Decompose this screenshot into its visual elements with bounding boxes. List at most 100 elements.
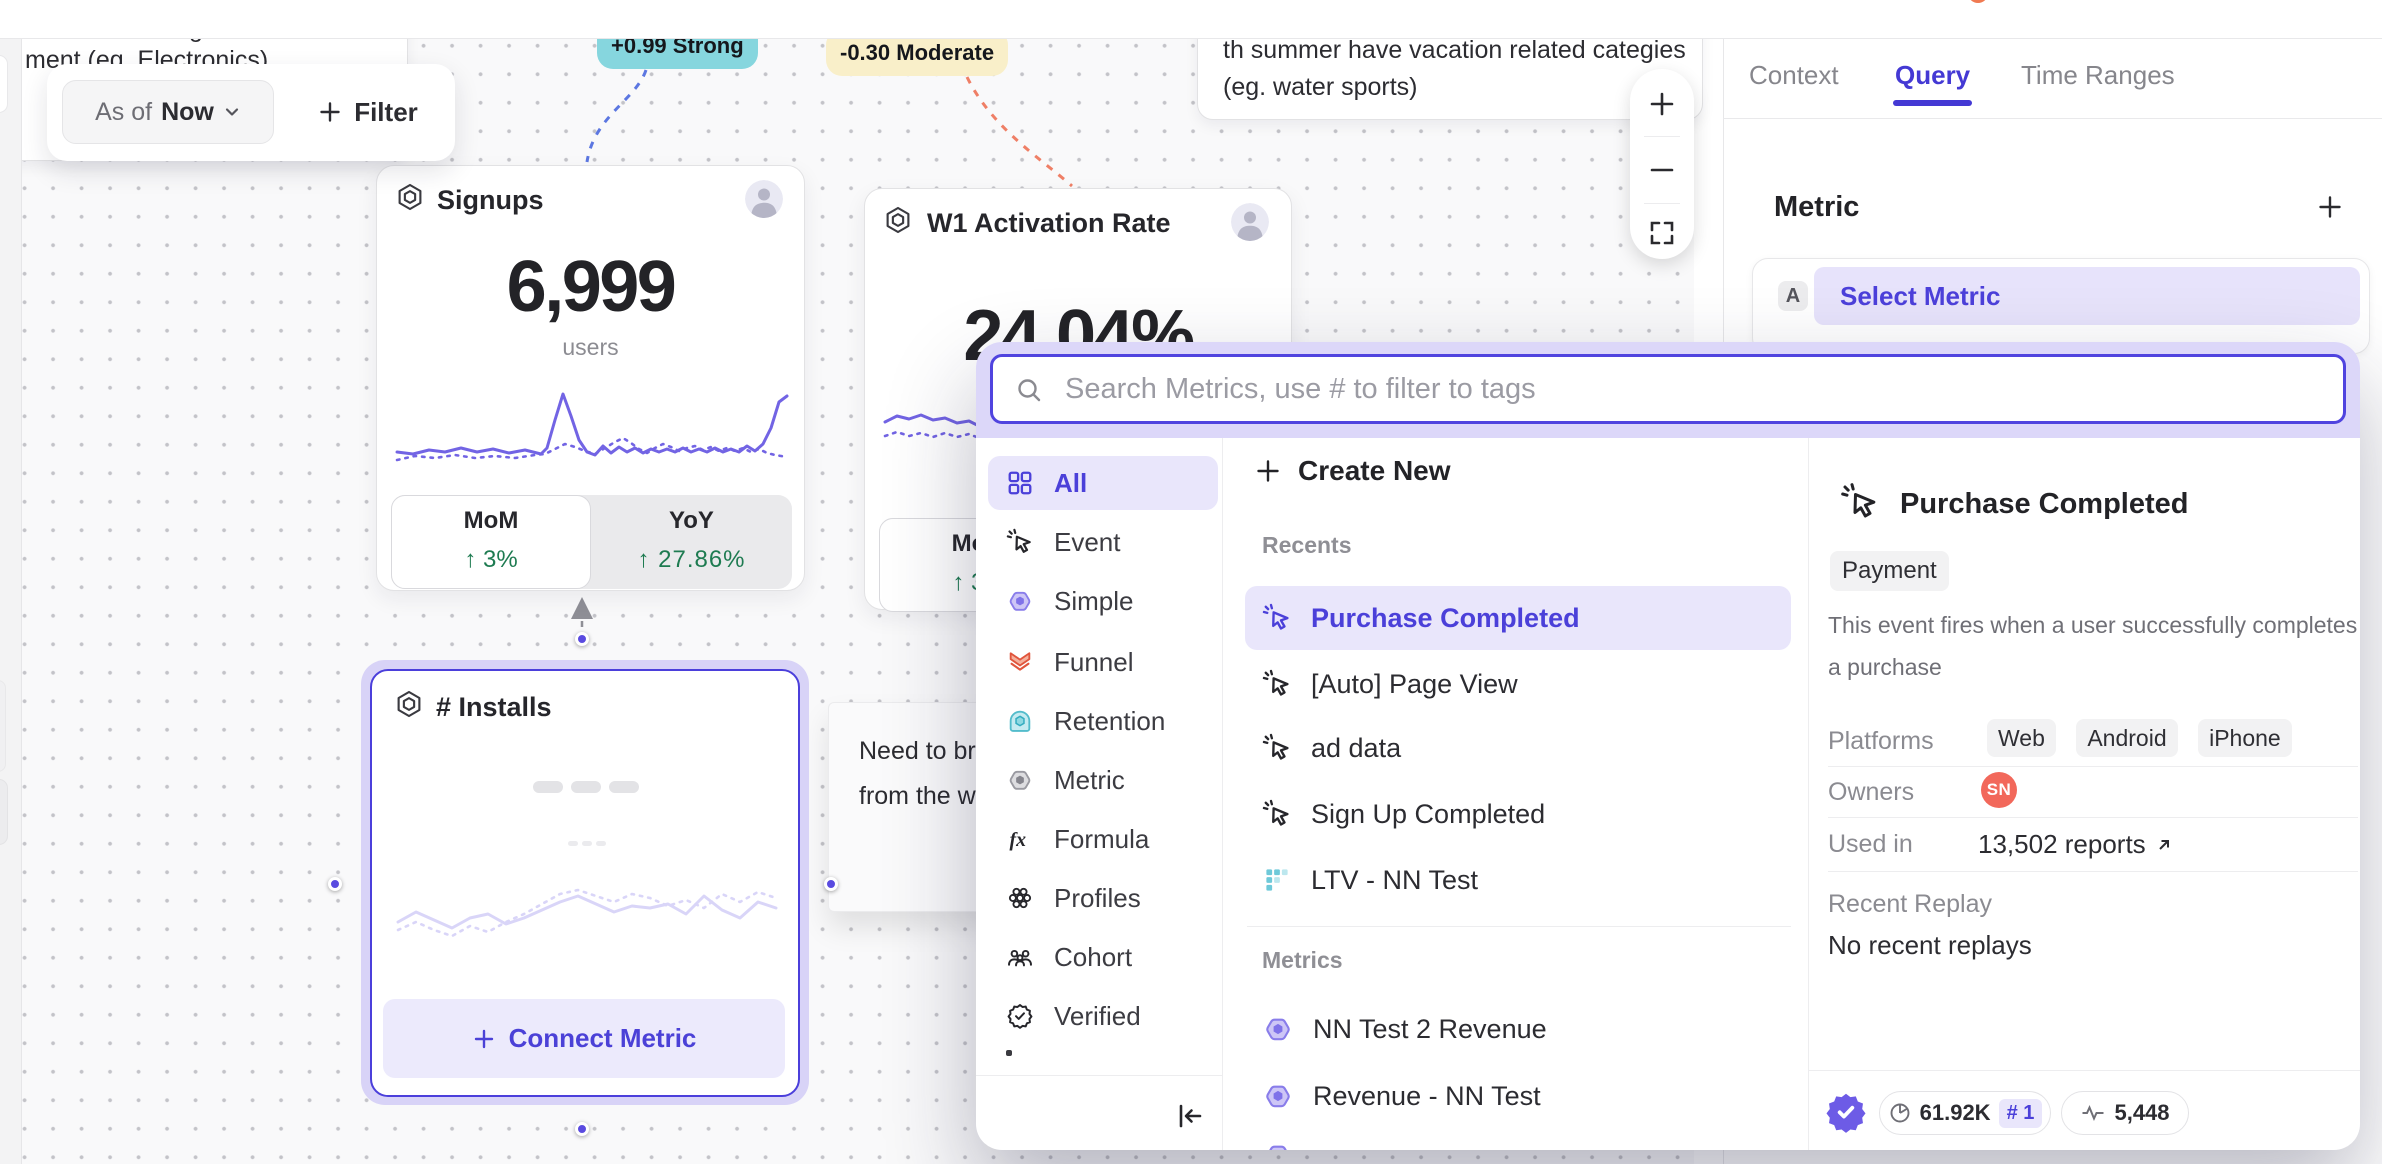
divider [976, 1075, 1222, 1076]
metric-item-revenue-nn-test[interactable]: Revenue - NN Test [1245, 1064, 1791, 1128]
divider [1808, 1070, 2360, 1071]
arrow-up-right-icon [2154, 835, 2174, 855]
recent-item-auto-page-view[interactable]: [Auto] Page View [1245, 652, 1791, 716]
as-of-dropdown[interactable]: As of Now [62, 80, 274, 144]
metric-hex-icon [1262, 1080, 1294, 1112]
divider [1828, 817, 2358, 818]
recent-item-sign-up-completed[interactable]: Sign Up Completed [1245, 782, 1791, 846]
list-item-label: Purchase Completed [1311, 602, 1580, 633]
yoy-delta: ↑ 27.86% [637, 546, 746, 573]
list-item-label: NN Test 2 Revenue [1313, 1013, 1547, 1044]
owner-avatar-sn[interactable]: SN [1981, 772, 2017, 808]
owner-avatar-icon[interactable] [745, 180, 783, 218]
verified-seal-icon [1825, 1091, 1867, 1133]
list-item-label: ad data [1311, 732, 1402, 763]
metric-card-installs[interactable]: # Installs Connect Metric [370, 669, 800, 1097]
category-retention[interactable]: Retention [988, 694, 1218, 748]
tab-context[interactable]: Context [1749, 60, 1839, 90]
select-metric-button[interactable]: Select Metric [1814, 267, 2360, 325]
category-label: Cohort [1054, 941, 1133, 972]
left-dock-tab[interactable] [0, 680, 6, 772]
collapse-sidebar-icon[interactable] [1174, 1100, 1206, 1132]
platform-tags: Web Android iPhone [1987, 719, 2308, 757]
mom-label: MoM [463, 507, 519, 534]
sparkline-placeholder [396, 888, 778, 938]
top-bar [0, 0, 2382, 39]
zoom-in-button[interactable] [1646, 88, 1678, 120]
filter-label: Filter [354, 96, 418, 127]
metric-hexagon-icon [883, 205, 913, 235]
divider [1644, 136, 1680, 137]
metric-card-signups[interactable]: Signups 6,999 users MoM ↑ 3% YoY ↑ 27.86… [376, 165, 805, 591]
list-item-label: Sign Up Completed [1311, 798, 1546, 829]
event-count-pill[interactable]: 5,448 [2061, 1091, 2189, 1135]
connection-handle-bottom[interactable] [575, 1122, 589, 1136]
metric-card-installs-selection-ring: # Installs Connect Metric [361, 660, 809, 1105]
connect-metric-button[interactable]: Connect Metric [383, 999, 785, 1078]
cohort-icon [1006, 943, 1034, 971]
note-summer-line2: (eg. water sports) [1223, 73, 1418, 101]
as-of-label: As of [95, 97, 153, 126]
category-label: Profiles [1054, 882, 1141, 913]
zoom-out-button[interactable] [1646, 154, 1678, 186]
connection-handle-right[interactable] [824, 877, 838, 891]
query-count-value: 61.92K [1919, 1100, 1991, 1125]
recent-item-ad-data[interactable]: ad data [1245, 716, 1791, 780]
tab-time-ranges[interactable]: Time Ranges [2021, 60, 2175, 90]
metric-letter-chip: A [1778, 281, 1808, 311]
category-all[interactable]: All [988, 456, 1218, 510]
formula-icon: fx [1006, 825, 1034, 853]
category-verified[interactable]: Verified [988, 989, 1218, 1043]
category-event[interactable]: Event [988, 515, 1218, 569]
details-title: Purchase Completed [1900, 488, 2189, 520]
create-new-button[interactable]: Create New [1254, 455, 1451, 487]
fullscreen-button[interactable] [1649, 220, 1675, 246]
metric-icon [1006, 766, 1034, 794]
owner-avatar-icon[interactable] [1231, 203, 1269, 241]
metric-hexagon-icon [394, 689, 424, 719]
divider [1644, 203, 1680, 204]
details-description: This event fires when a user successfull… [1828, 612, 2358, 680]
metric-item-nn-test-2-revenue[interactable]: NN Test 2 Revenue [1245, 997, 1791, 1061]
recent-item-ltv-nn-test[interactable]: LTV - NN Test [1245, 848, 1791, 912]
category-simple[interactable]: Simple [988, 574, 1218, 628]
category-profiles[interactable]: Profiles [988, 871, 1218, 925]
yoy-label[interactable]: YoY [669, 507, 714, 534]
category-metric[interactable]: Metric [988, 753, 1218, 807]
query-count-pill[interactable]: 61.92K # 1 [1879, 1091, 2051, 1135]
sparkline [395, 392, 789, 462]
add-filter-button[interactable]: Filter [293, 80, 443, 144]
retention-icon [1006, 707, 1034, 735]
as-of-value: Now [161, 97, 214, 126]
divider [1247, 926, 1791, 927]
left-dock-tab[interactable] [0, 779, 8, 845]
tab-query[interactable]: Query [1895, 60, 1971, 90]
skeleton-dash [609, 781, 639, 793]
category-formula[interactable]: fx Formula [988, 812, 1218, 866]
left-dock-tab[interactable] [0, 55, 8, 113]
toggle-mom[interactable] [391, 495, 591, 589]
mom-delta: ↑ 3% [464, 546, 518, 573]
metric-hexagon-icon [395, 182, 425, 212]
zoom-controls [1630, 69, 1694, 259]
owners-label: Owners [1828, 778, 1915, 806]
category-cohort[interactable]: Cohort [988, 930, 1218, 984]
metric-search-popup: All Event Simple Funnel Retention [976, 342, 2360, 1150]
user-avatar-badge[interactable] [1968, 0, 1988, 3]
plus-icon [1254, 457, 1282, 485]
search-metrics-input[interactable] [1063, 357, 2333, 421]
used-in-reports-link[interactable]: 13,502 reports [1978, 829, 2174, 860]
category-funnel[interactable]: Funnel [988, 635, 1218, 689]
search-box [990, 354, 2346, 424]
add-metric-button[interactable] [2317, 194, 2343, 220]
platform-tag-web: Web [1987, 719, 2056, 757]
connection-handle-top[interactable] [575, 632, 589, 646]
pie-chart-icon [1888, 1101, 1912, 1125]
card-value: 6,999 [506, 247, 677, 327]
details-tag-payment[interactable]: Payment [1830, 551, 1949, 591]
list-item-label: LTV - NN Test [1311, 864, 1479, 895]
connection-handle-left[interactable] [328, 877, 342, 891]
plus-icon [472, 1027, 496, 1051]
recent-item-purchase-completed[interactable]: Purchase Completed [1245, 586, 1791, 650]
